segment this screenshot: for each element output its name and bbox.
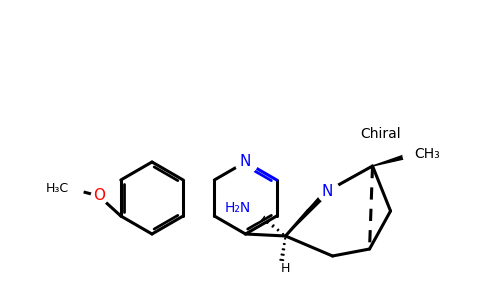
- Text: O: O: [93, 188, 105, 203]
- Text: CH₃: CH₃: [414, 147, 440, 161]
- Text: N: N: [322, 184, 333, 199]
- Text: H: H: [281, 262, 290, 275]
- Polygon shape: [373, 152, 415, 166]
- Text: H₂N: H₂N: [224, 201, 251, 215]
- Text: H₃C: H₃C: [45, 182, 69, 194]
- Polygon shape: [286, 189, 329, 236]
- Text: Chiral: Chiral: [360, 127, 401, 141]
- Text: N: N: [240, 154, 251, 169]
